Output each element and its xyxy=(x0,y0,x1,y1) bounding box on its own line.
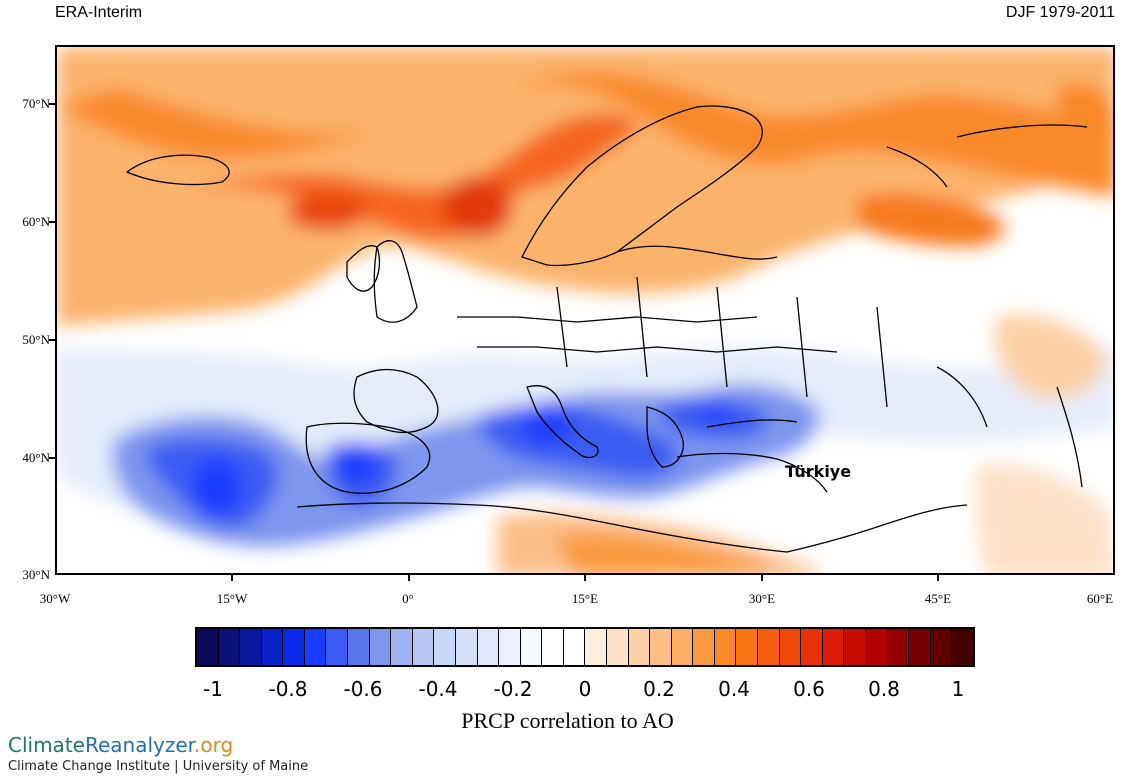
lon-tick xyxy=(937,575,939,581)
colorbar-label: 1 xyxy=(951,677,965,701)
colorbar xyxy=(195,627,975,667)
colorbar-cell xyxy=(520,629,543,665)
colorbar-cell xyxy=(391,629,413,665)
lon-label-15e: 15°E xyxy=(571,591,599,606)
logo-part-climate: Climate xyxy=(8,733,85,757)
colorbar-label: 0 xyxy=(578,677,592,701)
colorbar-cell xyxy=(369,629,392,665)
period-title: DJF 1979-2011 xyxy=(1005,4,1115,21)
dataset-title: ERA-Interim xyxy=(55,4,143,21)
lat-label-60n: 60°N xyxy=(22,214,50,229)
lon-tick xyxy=(761,575,763,581)
lat-tick xyxy=(49,339,55,341)
colorbar-cell xyxy=(909,629,931,665)
correlation-map xyxy=(55,45,1115,575)
colorbar-label: -1 xyxy=(203,677,223,701)
colorbar-label: -0.4 xyxy=(418,677,458,701)
colorbar-label: 0.4 xyxy=(718,677,750,701)
colorbar-cell xyxy=(758,629,780,665)
colorbar-label: 0.6 xyxy=(793,677,825,701)
colorbar-cell xyxy=(930,629,953,665)
colorbar-cell xyxy=(693,629,715,665)
lat-label-50n: 50°N xyxy=(22,332,50,347)
lon-tick xyxy=(408,575,410,581)
colorbar-cell xyxy=(197,629,219,665)
colorbar-title: PRCP correlation to AO xyxy=(461,708,674,733)
lat-tick xyxy=(49,221,55,223)
lon-label-15w: 15°W xyxy=(216,591,248,606)
colorbar-label: -0.8 xyxy=(268,677,308,701)
colorbar-cell xyxy=(412,629,435,665)
colorbar-cell xyxy=(240,629,262,665)
colorbar-label: 0.8 xyxy=(868,677,900,701)
colorbar-cell xyxy=(563,629,586,665)
colorbar-cell xyxy=(477,629,500,665)
lat-label-70n: 70°N xyxy=(22,96,50,111)
colorbar-cell xyxy=(714,629,737,665)
colorbar-label: -0.2 xyxy=(493,677,533,701)
lon-label-60e: 60°E xyxy=(1086,591,1114,606)
lat-label-30n: 30°N xyxy=(22,567,50,582)
colorbar-label: -0.6 xyxy=(343,677,383,701)
colorbar-cell xyxy=(304,629,327,665)
lon-tick xyxy=(584,575,586,581)
colorbar-cell xyxy=(779,629,802,665)
colorbar-cell xyxy=(542,629,564,665)
colorbar-cell xyxy=(628,629,651,665)
colorbar-cell xyxy=(671,629,694,665)
place-label-turkiye: Türkiye xyxy=(785,462,852,481)
site-logo[interactable]: ClimateReanalyzer.org xyxy=(8,733,233,757)
credit-line: Climate Change Institute | University of… xyxy=(8,759,309,774)
colorbar-cell xyxy=(801,629,823,665)
colorbar-cell xyxy=(499,629,521,665)
colorbar-label: 0.2 xyxy=(643,677,675,701)
colorbar-cell xyxy=(283,629,305,665)
colorbar-cell xyxy=(348,629,370,665)
lat-tick xyxy=(49,103,55,105)
map-canvas xyxy=(57,47,1113,573)
colorbar-cell xyxy=(952,629,973,665)
colorbar-cell xyxy=(434,629,456,665)
colorbar-cell xyxy=(844,629,866,665)
coastlines xyxy=(125,105,1088,553)
colorbar-cell xyxy=(865,629,888,665)
lon-tick xyxy=(231,575,233,581)
colorbar-cell xyxy=(218,629,241,665)
colorbar-cell xyxy=(650,629,672,665)
lon-label-30e: 30°E xyxy=(748,591,776,606)
colorbar-cell xyxy=(822,629,845,665)
colorbar-cell xyxy=(606,629,629,665)
lon-label-45e: 45°E xyxy=(924,591,952,606)
logo-part-org: .org xyxy=(194,733,234,757)
correlation-field xyxy=(57,47,1113,573)
colorbar-cell xyxy=(455,629,478,665)
lat-label-40n: 40°N xyxy=(22,450,50,465)
lon-label-30w: 30°W xyxy=(39,591,71,606)
colorbar-cell xyxy=(585,629,607,665)
logo-part-reanalyzer: Reanalyzer xyxy=(84,733,195,757)
colorbar-cell xyxy=(887,629,910,665)
colorbar-cell xyxy=(736,629,759,665)
lat-tick xyxy=(49,457,55,459)
colorbar-cell xyxy=(261,629,284,665)
lon-label-0: 0° xyxy=(402,591,414,606)
colorbar-cell xyxy=(326,629,349,665)
